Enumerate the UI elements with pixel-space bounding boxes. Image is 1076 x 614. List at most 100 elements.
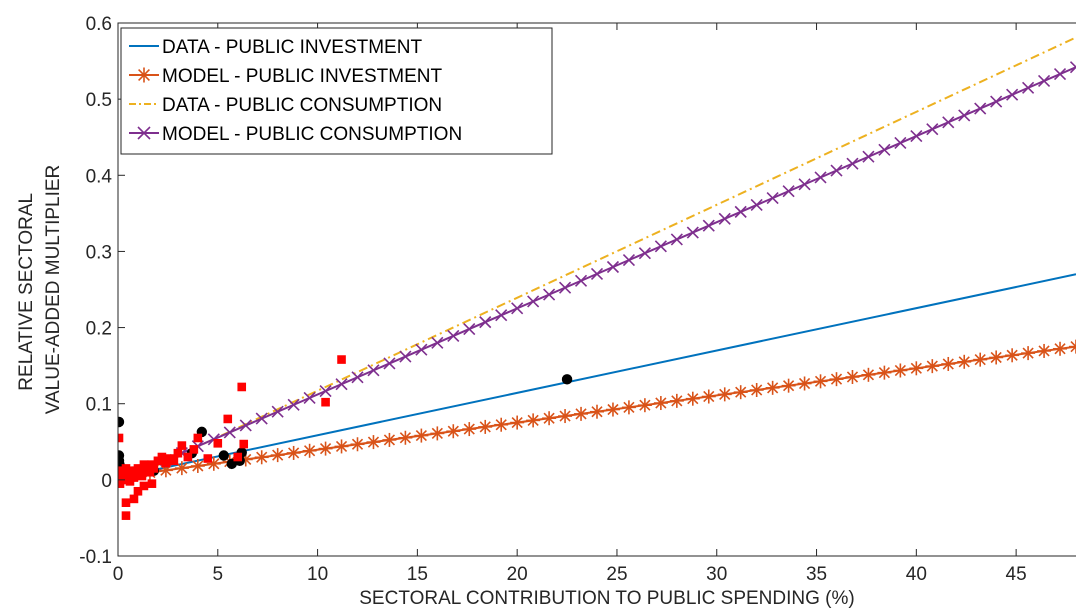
legend: DATA - PUBLIC INVESTMENT MODEL - PUBLIC I… (120, 27, 553, 155)
x-marker (894, 136, 907, 150)
x-tick-label: 45 (1006, 564, 1027, 585)
asterisk-marker (590, 404, 604, 419)
x-tick-label: 20 (507, 564, 528, 585)
plot-points (118, 355, 573, 520)
asterisk-marker (398, 430, 413, 445)
asterisk-marker (685, 391, 700, 406)
data-point-red (118, 470, 126, 480)
x-marker (1053, 67, 1067, 81)
asterisk-marker (717, 387, 732, 402)
data-point-red (137, 471, 147, 481)
asterisk-marker (845, 369, 860, 384)
x-marker (223, 426, 236, 439)
data-point-red (189, 445, 199, 454)
asterisk-marker (749, 383, 764, 398)
asterisk-marker (957, 354, 972, 369)
asterisk-marker (1053, 341, 1068, 356)
asterisk-marker (286, 445, 301, 460)
asterisk-marker (190, 458, 205, 473)
asterisk-marker (1037, 343, 1052, 358)
legend-label: MODEL - PUBLIC INVESTMENT (162, 66, 443, 87)
y-axis-label-line-2: VALUE-ADDED MULTIPLIER (43, 165, 64, 415)
y-axis-label: RELATIVE SECTORAL VALUE-ADDED MULTIPLIER (16, 165, 64, 415)
asterisk-marker (701, 389, 716, 404)
asterisk-marker (510, 415, 525, 430)
asterisk-marker (414, 428, 429, 443)
x-marker (926, 123, 939, 136)
asterisk-marker (637, 398, 652, 413)
asterisk-marker (1069, 339, 1076, 354)
x-marker (1038, 74, 1051, 88)
asterisk-marker (558, 409, 573, 424)
asterisk-marker (605, 402, 620, 417)
data-point-red (118, 433, 124, 443)
data-point-red (223, 414, 233, 424)
asterisk-marker (462, 422, 477, 437)
x-marker (399, 350, 412, 363)
x-marker (351, 371, 364, 384)
x-marker (479, 316, 492, 329)
legend-label: DATA - PUBLIC CONSUMPTION (162, 95, 442, 116)
asterisk-marker (989, 350, 1004, 365)
data-point-red (177, 441, 187, 450)
asterisk-marker (366, 435, 381, 450)
data-point-red (161, 458, 171, 468)
asterisk-marker (941, 356, 956, 371)
data-point-red (118, 466, 125, 476)
data-point-black (218, 450, 229, 461)
x-marker (878, 143, 891, 156)
data-point-red (139, 481, 149, 491)
data-point-black (561, 374, 573, 385)
data-point-red (237, 382, 247, 392)
data-point-red (118, 477, 124, 487)
y-tick-label: 0.5 (86, 90, 112, 111)
x-marker (846, 157, 859, 170)
x-marker (798, 178, 811, 191)
x-marker (574, 274, 588, 287)
asterisk-marker (813, 374, 828, 389)
x-tick-label: 15 (407, 564, 428, 585)
x-marker (654, 240, 667, 253)
data-point-red (149, 464, 159, 473)
x-tick-label: 5 (213, 564, 224, 585)
asterisk-marker (621, 400, 636, 415)
asterisk-marker (302, 443, 317, 458)
x-tick-label: 40 (906, 564, 927, 585)
data-point-red (157, 452, 167, 462)
x-marker (638, 247, 651, 260)
asterisk-marker (446, 424, 461, 439)
x-marker (431, 336, 444, 349)
x-marker (239, 419, 252, 432)
asterisk-marker (909, 361, 924, 376)
x-tick-label: 25 (606, 564, 627, 585)
x-marker (463, 322, 476, 336)
x-marker (622, 254, 635, 267)
x-marker (447, 329, 460, 342)
x-marker (686, 226, 699, 239)
asterisk-marker (669, 393, 684, 408)
x-tick-label: 30 (706, 564, 727, 585)
data-point-red (321, 397, 330, 407)
asterisk-marker (382, 432, 397, 447)
x-tick-label: 35 (806, 564, 827, 585)
x-marker (958, 109, 971, 122)
y-tick-label: 0.1 (86, 395, 112, 416)
data-point-red (169, 456, 179, 466)
x-marker (974, 102, 987, 115)
data-point-red (121, 511, 131, 520)
data-point-red (233, 452, 243, 462)
data-point-black (118, 416, 125, 428)
asterisk-marker (653, 396, 668, 411)
x-ticks: 0 5 10 15 20 25 30 35 40 45 (113, 23, 1027, 585)
data-point-red (239, 439, 249, 449)
series-line (118, 273, 1076, 479)
asterisk-marker (877, 365, 892, 380)
x-marker (782, 185, 795, 198)
asterisk-marker (973, 352, 988, 367)
data-point-red (133, 486, 143, 496)
x-marker (862, 150, 875, 163)
x-marker (495, 309, 508, 322)
x-marker (137, 126, 151, 140)
data-point-red (193, 433, 203, 443)
